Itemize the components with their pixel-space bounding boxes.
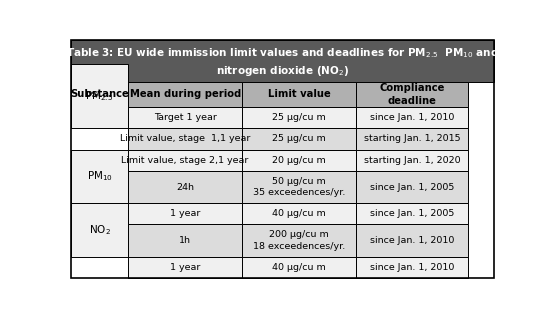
Bar (356, 82, 468, 107)
Text: 1h: 1h (179, 236, 191, 245)
Bar (242, 107, 356, 128)
Bar (71, 82, 128, 107)
Bar (242, 225, 356, 256)
Bar (356, 107, 468, 128)
Bar (356, 256, 468, 278)
Bar (128, 150, 242, 171)
Text: 50 μg/cu m
35 exceedences/yr.: 50 μg/cu m 35 exceedences/yr. (253, 177, 345, 198)
Bar (356, 128, 468, 150)
Bar (71, 40, 494, 82)
Text: PM$_{2.5}$: PM$_{2.5}$ (85, 89, 114, 103)
Text: since Jan. 1, 2010: since Jan. 1, 2010 (370, 263, 455, 272)
Text: NO$_2$: NO$_2$ (89, 223, 111, 237)
Text: 1 year: 1 year (170, 263, 201, 272)
Bar (356, 150, 468, 171)
Bar (128, 107, 242, 128)
Text: since Jan. 1, 2005: since Jan. 1, 2005 (370, 209, 455, 218)
Text: starting Jan. 1, 2020: starting Jan. 1, 2020 (364, 156, 461, 165)
Text: 20 μg/cu m: 20 μg/cu m (272, 156, 326, 165)
Text: Limit value, stage  1,1 year: Limit value, stage 1,1 year (120, 135, 250, 143)
Bar (356, 171, 468, 203)
Text: 25 μg/cu m: 25 μg/cu m (272, 135, 326, 143)
Text: nitrogen dioxide (NO$_2$): nitrogen dioxide (NO$_2$) (216, 65, 349, 78)
Bar (242, 203, 356, 225)
Text: Table 3: EU wide immission limit values and deadlines for PM$_{2.5}$  PM$_{10}$ : Table 3: EU wide immission limit values … (66, 46, 499, 60)
Bar (356, 225, 468, 256)
Bar (128, 256, 242, 278)
Bar (128, 128, 242, 150)
Text: starting Jan. 1, 2015: starting Jan. 1, 2015 (364, 135, 461, 143)
Bar (128, 203, 242, 225)
Text: since Jan. 1, 2010: since Jan. 1, 2010 (370, 113, 455, 122)
Text: 40 μg/cu m: 40 μg/cu m (272, 263, 326, 272)
Bar (356, 203, 468, 225)
Text: Target 1 year: Target 1 year (154, 113, 217, 122)
Bar (242, 256, 356, 278)
Text: Limit value, stage 2,1 year: Limit value, stage 2,1 year (121, 156, 249, 165)
Bar (128, 225, 242, 256)
Text: since Jan. 1, 2005: since Jan. 1, 2005 (370, 182, 455, 192)
Text: 25 μg/cu m: 25 μg/cu m (272, 113, 326, 122)
Text: PM$_{10}$: PM$_{10}$ (87, 169, 112, 183)
Bar (71, 150, 128, 203)
Bar (71, 203, 128, 256)
Bar (128, 82, 242, 107)
Bar (128, 171, 242, 203)
Bar (242, 128, 356, 150)
Bar (242, 150, 356, 171)
Text: Substance: Substance (70, 89, 129, 99)
Text: 1 year: 1 year (170, 209, 201, 218)
Text: 40 μg/cu m: 40 μg/cu m (272, 209, 326, 218)
Bar (242, 171, 356, 203)
Bar (71, 64, 128, 128)
Text: Limit value: Limit value (268, 89, 331, 99)
Text: Compliance
deadline: Compliance deadline (380, 83, 445, 106)
Text: Mean during period: Mean during period (129, 89, 241, 99)
Text: 24h: 24h (176, 182, 194, 192)
Text: since Jan. 1, 2010: since Jan. 1, 2010 (370, 236, 455, 245)
Text: 200 μg/cu m
18 exceedences/yr.: 200 μg/cu m 18 exceedences/yr. (253, 230, 345, 251)
Bar (242, 82, 356, 107)
